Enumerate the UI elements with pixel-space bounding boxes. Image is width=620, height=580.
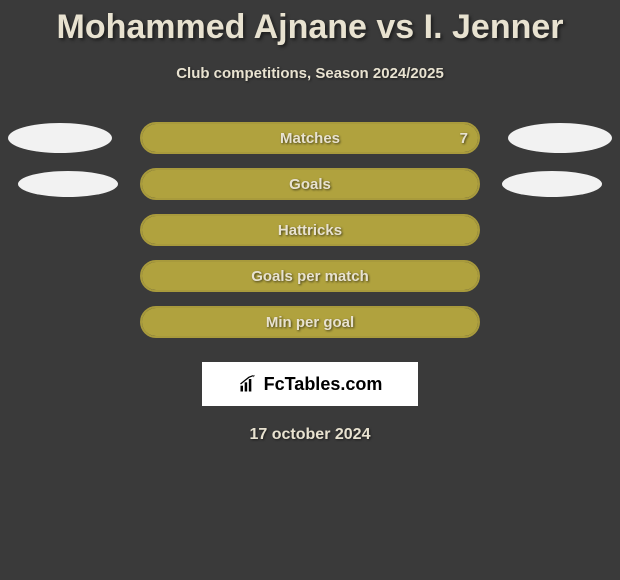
player-right-pill — [502, 171, 602, 197]
stat-row-hattricks: Hattricks — [0, 214, 620, 246]
attribution-badge: FcTables.com — [202, 362, 418, 406]
stat-label: Matches — [142, 124, 478, 152]
stat-row-goals-per-match: Goals per match — [0, 260, 620, 292]
stat-row-min-per-goal: Min per goal — [0, 306, 620, 338]
page-title: Mohammed Ajnane vs I. Jenner — [0, 0, 620, 47]
attribution-text: FcTables.com — [264, 374, 383, 395]
stat-bar: Min per goal — [140, 306, 480, 338]
stat-bar: Matches 7 — [140, 122, 480, 154]
player-right-pill — [508, 123, 612, 153]
chart-icon — [238, 374, 258, 394]
stat-value-right: 7 — [460, 124, 468, 152]
stat-row-goals: Goals — [0, 168, 620, 200]
stat-bar: Hattricks — [140, 214, 480, 246]
stat-bar: Goals — [140, 168, 480, 200]
date-label: 17 october 2024 — [0, 426, 620, 444]
stat-label: Goals — [142, 170, 478, 198]
stat-label: Goals per match — [142, 262, 478, 290]
stats-container: Matches 7 Goals Hattricks Goals per matc… — [0, 122, 620, 338]
stat-label: Min per goal — [142, 308, 478, 336]
player-left-pill — [8, 123, 112, 153]
stat-row-matches: Matches 7 — [0, 122, 620, 154]
subtitle: Club competitions, Season 2024/2025 — [0, 65, 620, 82]
stat-label: Hattricks — [142, 216, 478, 244]
stat-bar: Goals per match — [140, 260, 480, 292]
player-left-pill — [18, 171, 118, 197]
